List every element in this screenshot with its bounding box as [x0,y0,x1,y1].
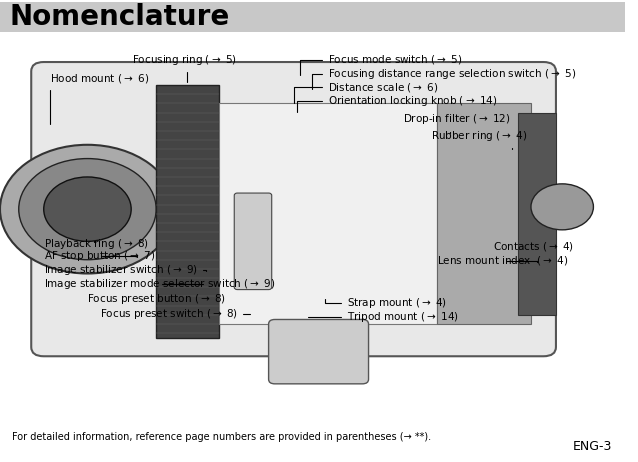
Text: Tripod mount ($\rightarrow$ 14): Tripod mount ($\rightarrow$ 14) [308,310,459,324]
FancyBboxPatch shape [31,62,556,356]
FancyBboxPatch shape [437,103,531,324]
Text: Strap mount ($\rightarrow$ 4): Strap mount ($\rightarrow$ 4) [325,297,447,310]
FancyBboxPatch shape [269,320,369,384]
Text: Distance scale ($\rightarrow$ 6): Distance scale ($\rightarrow$ 6) [293,81,438,103]
FancyBboxPatch shape [234,193,272,290]
Text: Hood mount ($\rightarrow$ 6): Hood mount ($\rightarrow$ 6) [50,72,149,124]
Text: Image stabilizer mode selector switch ($\rightarrow$ 9): Image stabilizer mode selector switch ($… [44,277,275,291]
Text: AF stop button ($\rightarrow$ 7): AF stop button ($\rightarrow$ 7) [44,249,155,263]
Text: Nomenclature: Nomenclature [10,3,230,31]
Circle shape [531,184,593,230]
Text: Focus preset switch ($\rightarrow$ 8): Focus preset switch ($\rightarrow$ 8) [100,307,250,321]
Text: Lens mount index  ($\rightarrow$ 4): Lens mount index ($\rightarrow$ 4) [437,254,568,267]
Text: Focus preset button ($\rightarrow$ 8): Focus preset button ($\rightarrow$ 8) [87,292,231,306]
FancyBboxPatch shape [519,113,556,315]
Circle shape [19,158,156,260]
Text: Image stabilizer switch ($\rightarrow$ 9): Image stabilizer switch ($\rightarrow$ 9… [44,263,206,277]
Text: Focus mode switch ($\rightarrow$ 5): Focus mode switch ($\rightarrow$ 5) [300,53,462,75]
Text: Contacts ($\rightarrow$ 4): Contacts ($\rightarrow$ 4) [493,240,574,253]
FancyBboxPatch shape [0,2,625,32]
Text: Focusing distance range selection switch ($\rightarrow$ 5): Focusing distance range selection switch… [313,67,576,89]
Circle shape [44,177,131,241]
FancyBboxPatch shape [219,103,437,324]
Text: Orientation locking knob ($\rightarrow$ 14): Orientation locking knob ($\rightarrow$ … [297,94,497,112]
Text: ENG-3: ENG-3 [573,440,612,453]
FancyBboxPatch shape [156,85,219,338]
Text: Playback ring ($\rightarrow$ 8): Playback ring ($\rightarrow$ 8) [44,237,149,250]
Text: Drop-in filter ($\rightarrow$ 12): Drop-in filter ($\rightarrow$ 12) [403,112,510,133]
Text: For detailed information, reference page numbers are provided in parentheses (→ : For detailed information, reference page… [13,432,432,442]
Circle shape [0,145,175,274]
Text: Rubber ring ($\rightarrow$ 4): Rubber ring ($\rightarrow$ 4) [431,128,528,149]
Text: Focusing ring ($\rightarrow$ 5): Focusing ring ($\rightarrow$ 5) [132,53,237,82]
